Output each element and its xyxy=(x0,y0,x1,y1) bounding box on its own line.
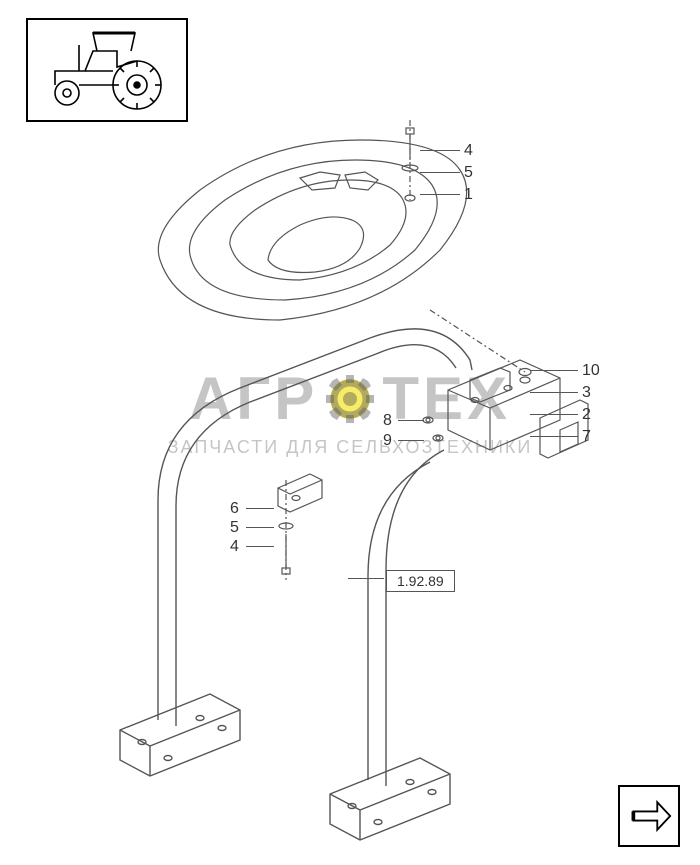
callout-number: 4 xyxy=(464,142,473,160)
leader-line xyxy=(398,440,424,441)
page-arrow-box xyxy=(618,785,680,847)
callout-number: 8 xyxy=(383,412,392,430)
leader-line xyxy=(420,194,460,195)
leader-line xyxy=(420,150,460,151)
leader-line xyxy=(530,436,578,437)
leader-line xyxy=(530,370,578,371)
callout-number: 10 xyxy=(582,362,600,380)
left-bracket xyxy=(278,474,322,512)
small-bolts xyxy=(423,417,443,441)
callout-number: 7 xyxy=(582,428,591,446)
callout-number: 3 xyxy=(582,384,591,402)
leader-line xyxy=(398,420,424,421)
base-plate-left xyxy=(120,694,240,776)
exploded-diagram xyxy=(0,0,700,865)
callout-number: 1 xyxy=(464,186,473,204)
callout-number: 2 xyxy=(582,406,591,424)
leader-line xyxy=(420,172,460,173)
callout-number: 6 xyxy=(230,500,239,518)
leader-line xyxy=(246,546,274,547)
base-plate-right xyxy=(330,758,450,840)
right-bracket xyxy=(448,360,588,458)
leader-line xyxy=(246,508,274,509)
reference-number-box: 1.92.89 xyxy=(386,570,455,592)
callout-number: 5 xyxy=(230,519,239,537)
arrow-icon xyxy=(626,793,672,839)
callout-number: 9 xyxy=(383,432,392,450)
callout-number: 5 xyxy=(464,164,473,182)
leader-line xyxy=(246,527,274,528)
leader-line xyxy=(530,392,578,393)
leader-line xyxy=(530,414,578,415)
leader-line xyxy=(348,578,384,579)
canopy-part xyxy=(158,140,466,320)
callout-number: 4 xyxy=(230,538,239,556)
